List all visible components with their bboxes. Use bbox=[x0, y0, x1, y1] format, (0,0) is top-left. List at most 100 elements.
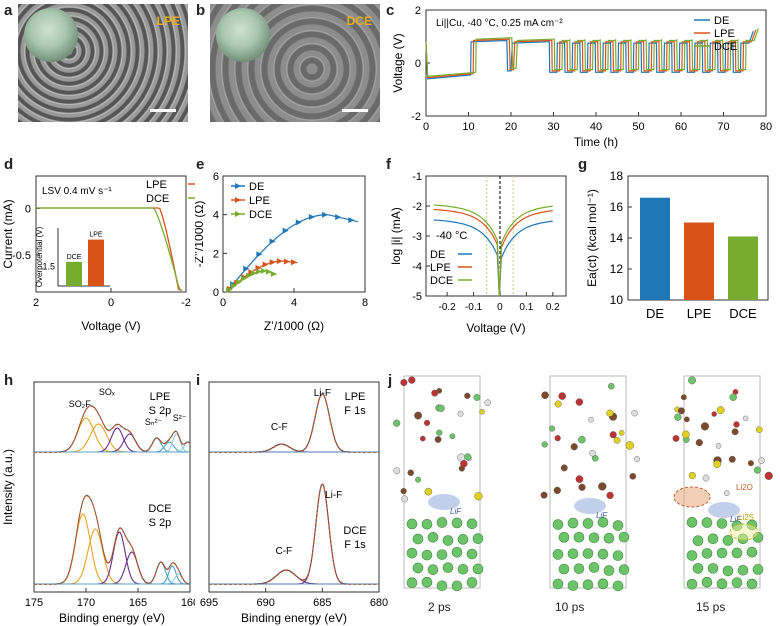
li2o-region bbox=[673, 486, 711, 508]
xtick-label: 10 bbox=[462, 121, 474, 133]
li2s-region bbox=[729, 523, 759, 541]
marker-de bbox=[256, 251, 263, 258]
xtick-label: 50 bbox=[632, 121, 644, 133]
marker-dce bbox=[231, 282, 238, 289]
li-atom bbox=[618, 531, 630, 543]
inset-ytick-label: 1.5 bbox=[42, 262, 55, 272]
molecule-atom bbox=[688, 471, 696, 480]
molecule-atom bbox=[716, 406, 725, 415]
ytick-label: -3 bbox=[412, 231, 422, 243]
peak-label: S²⁻ bbox=[173, 413, 187, 423]
ytick-label: -2 bbox=[412, 201, 422, 213]
molecule-atom bbox=[420, 435, 426, 442]
marker-dce bbox=[265, 268, 272, 275]
marker-dce bbox=[270, 270, 277, 277]
lif-label: LiF bbox=[450, 507, 462, 516]
molecule-atom bbox=[715, 443, 722, 449]
xtick-label: 170 bbox=[77, 597, 95, 609]
molecule-atom bbox=[558, 392, 566, 400]
h-top-subtitle: S 2p bbox=[149, 405, 172, 417]
li-atom bbox=[737, 564, 749, 576]
molecule-atom bbox=[682, 430, 690, 439]
ytick-label: -1 bbox=[412, 171, 422, 183]
legend-label: LPE bbox=[430, 262, 451, 274]
molecule-atom bbox=[464, 392, 471, 399]
molecule-atom bbox=[484, 399, 492, 407]
category-label: DCE bbox=[729, 306, 757, 321]
molecule-atom bbox=[606, 409, 614, 417]
li-atom bbox=[573, 563, 585, 574]
chart-h: 175170165160SO₂FSOₓSₙ²⁻S²⁻ LPE S 2p DCE … bbox=[1, 381, 195, 625]
li-atom bbox=[567, 580, 579, 591]
ytick-label: 2 bbox=[415, 5, 421, 17]
xtick-label: 0.1 bbox=[519, 302, 533, 313]
electrolyte-photo bbox=[216, 8, 270, 62]
molecule-atom bbox=[591, 454, 599, 462]
sem-tag-dce: DCE bbox=[346, 14, 372, 28]
molecule-atom bbox=[424, 419, 431, 426]
marker-dce bbox=[255, 268, 262, 275]
sem-image-dce: DCE bbox=[210, 4, 380, 122]
li-atom bbox=[451, 547, 463, 558]
li-atom bbox=[552, 519, 564, 530]
molecule-atom bbox=[415, 476, 422, 483]
li-atom bbox=[436, 517, 448, 528]
xtick-label: 680 bbox=[370, 597, 388, 609]
xtick-label: 695 bbox=[200, 597, 218, 609]
series-line-dce bbox=[36, 207, 183, 291]
li-atom bbox=[421, 518, 433, 530]
li-atom bbox=[603, 532, 615, 544]
peak-label: Li-F bbox=[325, 490, 342, 501]
ytick-label: 4 bbox=[213, 210, 219, 222]
xtick-label: 4 bbox=[291, 297, 297, 309]
ytick-label: 18 bbox=[610, 169, 624, 183]
molecule-atom bbox=[554, 400, 562, 408]
ytick-label: -2 bbox=[411, 111, 421, 123]
marker-dce bbox=[235, 279, 242, 286]
marker-de bbox=[308, 213, 315, 220]
i-bottom-subtitle: F 1s bbox=[344, 539, 366, 551]
li-atom bbox=[573, 531, 585, 543]
molecule-atom bbox=[449, 433, 456, 440]
ytick-label: -0.5 bbox=[12, 250, 31, 262]
molecule-atom bbox=[678, 407, 685, 415]
li-atom bbox=[746, 578, 758, 590]
lif-label: LiF bbox=[596, 511, 608, 520]
li-atom bbox=[466, 548, 478, 560]
legend-label: DE bbox=[430, 249, 445, 261]
lif-region bbox=[428, 494, 460, 510]
snapshot-time-3: 15 ps bbox=[696, 600, 726, 614]
inset-ylabel: Overpotential (V) bbox=[35, 226, 44, 287]
molecule-atom bbox=[540, 491, 548, 499]
legend-label: LPE bbox=[146, 179, 167, 191]
marker-de bbox=[295, 219, 302, 226]
bar-de bbox=[640, 197, 670, 300]
chart-e-ylabel: -Z’’/1000 (Ω) bbox=[195, 201, 206, 268]
marker-lpe bbox=[269, 259, 276, 266]
xtick-label: 0 bbox=[220, 297, 226, 309]
series-line-lpe bbox=[433, 208, 553, 297]
li-atom bbox=[558, 563, 570, 575]
li-atom bbox=[582, 579, 594, 591]
ytick-label: 12 bbox=[610, 262, 624, 276]
lif-region bbox=[708, 502, 740, 518]
h-bottom-title: DCE bbox=[148, 503, 171, 515]
xtick-label: 60 bbox=[675, 121, 687, 133]
xtick-label: 0 bbox=[108, 297, 114, 309]
molecule-atom bbox=[631, 409, 638, 417]
molecule-atom bbox=[758, 457, 765, 464]
inset-bar-lpe bbox=[88, 239, 104, 286]
li-atom bbox=[558, 532, 570, 543]
molecule-atom bbox=[606, 491, 614, 500]
category-label: DE bbox=[646, 306, 664, 321]
chart-e-xlabel: Z’/1000 (Ω) bbox=[264, 319, 324, 333]
i-bottom-title: DCE bbox=[343, 525, 366, 537]
plot-frame bbox=[208, 381, 380, 593]
panel-label-b: b bbox=[196, 2, 206, 19]
marker-de bbox=[282, 227, 289, 234]
xtick-label: 80 bbox=[760, 121, 772, 133]
molecule-atom bbox=[733, 421, 740, 428]
sem-tag-lpe: LPE bbox=[156, 14, 180, 28]
